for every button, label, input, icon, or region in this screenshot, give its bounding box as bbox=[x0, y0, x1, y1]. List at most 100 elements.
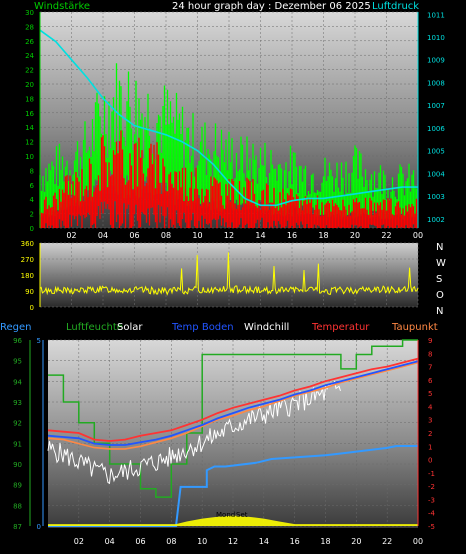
x-tick-label: 20 bbox=[351, 537, 361, 546]
pressure-tick-label: 1005 bbox=[427, 148, 445, 156]
legend-soil-temp: Temp Boden bbox=[171, 322, 234, 333]
pressure-tick-label: 1010 bbox=[427, 34, 445, 42]
temperature-tick-label: -4 bbox=[428, 510, 436, 518]
temperature-line bbox=[47, 357, 419, 442]
rain-line bbox=[48, 445, 418, 527]
temperature-tick-label: 7 bbox=[428, 364, 432, 372]
x-tick-label: 06 bbox=[129, 231, 139, 240]
compass-s: S bbox=[436, 274, 442, 285]
x-tick-label: 10 bbox=[197, 537, 207, 546]
wind-tick-label: 12 bbox=[25, 139, 34, 147]
x-tick-label: 18 bbox=[320, 537, 330, 546]
x-tick-label: 02 bbox=[74, 537, 84, 546]
wind-pressure-tick-labels: 0246810121416182022242628301002100310041… bbox=[25, 9, 445, 240]
temperature-tick-label: -2 bbox=[428, 483, 435, 491]
x-tick-label: 08 bbox=[161, 231, 171, 240]
x-tick-label: 16 bbox=[290, 537, 300, 546]
temperature-tick-label: 2 bbox=[428, 430, 432, 438]
humidity-tick-label: 94 bbox=[13, 378, 22, 386]
legend-rain: Regen bbox=[0, 322, 32, 333]
legend-solar: Solar bbox=[117, 322, 143, 333]
temperature-series bbox=[29, 339, 419, 527]
x-tick-label: 16 bbox=[287, 231, 297, 240]
moon-label: Mond bbox=[216, 511, 235, 519]
x-tick-label: 22 bbox=[381, 231, 391, 240]
temperature-tick-labels: 8788899091929394959605-5-4-3-2-101234567… bbox=[13, 337, 435, 546]
wind-direction-line bbox=[39, 252, 419, 296]
x-tick-label: 02 bbox=[66, 231, 76, 240]
humidity-line bbox=[48, 339, 418, 498]
x-tick-label: 12 bbox=[228, 537, 238, 546]
temperature-tick-label: 5 bbox=[428, 390, 432, 398]
dewpoint-line bbox=[47, 361, 419, 450]
pressure-line bbox=[39, 29, 418, 207]
legend-temperature: Temperatur bbox=[311, 322, 370, 333]
pressure-tick-label: 1003 bbox=[427, 193, 445, 201]
soil-temp-line bbox=[47, 360, 419, 446]
wind-tick-label: 10 bbox=[25, 153, 34, 161]
pressure-axis-label: Luftdruck bbox=[372, 1, 419, 12]
x-tick-label: 20 bbox=[350, 231, 360, 240]
direction-tick-label: 270 bbox=[21, 256, 34, 264]
wind-tick-label: 26 bbox=[25, 38, 34, 46]
compass-w: W bbox=[436, 258, 446, 269]
wind-tick-label: 30 bbox=[25, 9, 34, 17]
wind-tick-label: 20 bbox=[25, 81, 34, 89]
legend: Regen Luftfeuchte Solar Temp Boden Windc… bbox=[0, 322, 438, 333]
x-tick-label: 14 bbox=[259, 537, 269, 546]
x-tick-label: 10 bbox=[192, 231, 202, 240]
wind-direction-tick-labels: 0 90 180 270 360 bbox=[21, 240, 34, 312]
compass-labels: N W S O N bbox=[436, 242, 446, 317]
legend-dewpoint: Taupunkt bbox=[391, 322, 438, 333]
wind-tick-label: 6 bbox=[30, 182, 35, 190]
windchill-line bbox=[47, 380, 341, 485]
temperature-tick-label: -5 bbox=[428, 523, 435, 531]
direction-tick-label: 360 bbox=[21, 240, 34, 248]
humidity-tick-label: 92 bbox=[13, 420, 22, 428]
wind-tick-label: 18 bbox=[25, 95, 34, 103]
direction-tick-label: 90 bbox=[25, 288, 34, 296]
x-tick-label: 00 bbox=[413, 231, 423, 240]
pressure-tick-label: 1004 bbox=[427, 170, 445, 178]
temperature-tick-label: 3 bbox=[428, 417, 432, 425]
x-tick-label: 18 bbox=[318, 231, 328, 240]
pressure-tick-label: 1002 bbox=[427, 216, 445, 224]
temperature-tick-label: 1 bbox=[428, 443, 432, 451]
temperature-tick-label: 4 bbox=[428, 403, 433, 411]
wind-pressure-series bbox=[39, 12, 419, 228]
humidity-tick-label: 91 bbox=[13, 440, 22, 448]
rain-tick-label: 5 bbox=[37, 337, 41, 345]
pressure-tick-label: 1006 bbox=[427, 125, 445, 133]
wind-tick-label: 24 bbox=[25, 52, 34, 60]
humidity-tick-label: 95 bbox=[13, 358, 22, 366]
pressure-tick-label: 1007 bbox=[427, 102, 445, 110]
temperature-tick-label: -3 bbox=[428, 496, 435, 504]
x-tick-label: 22 bbox=[382, 537, 392, 546]
wind-direction-series bbox=[39, 243, 419, 307]
x-tick-label: 12 bbox=[224, 231, 234, 240]
direction-tick-label: 180 bbox=[21, 272, 34, 280]
x-tick-label: 04 bbox=[105, 537, 115, 546]
compass-o: O bbox=[436, 290, 444, 301]
wind-axis-label: Windstärke bbox=[34, 1, 90, 12]
rain-tick-label: 0 bbox=[37, 523, 41, 531]
wind-tick-label: 2 bbox=[30, 211, 34, 219]
wind-tick-label: 14 bbox=[25, 124, 34, 132]
temperature-tick-label: -1 bbox=[428, 470, 435, 478]
chart-title: 24 hour graph day : Dezember 06 2025 bbox=[172, 1, 371, 12]
humidity-tick-label: 96 bbox=[13, 337, 22, 345]
legend-humidity: Luftfeuchte bbox=[66, 322, 123, 333]
humidity-tick-label: 88 bbox=[13, 502, 22, 510]
x-tick-label: 08 bbox=[166, 537, 176, 546]
humidity-tick-label: 87 bbox=[13, 523, 22, 531]
wind-tick-label: 0 bbox=[30, 225, 34, 233]
wind-tick-label: 28 bbox=[25, 23, 34, 31]
solar-area bbox=[48, 515, 418, 526]
humidity-tick-label: 89 bbox=[13, 482, 22, 490]
wind-tick-label: 16 bbox=[25, 110, 34, 118]
direction-tick-label: 0 bbox=[30, 304, 34, 312]
temperature-tick-label: 6 bbox=[428, 377, 433, 385]
wind-tick-label: 4 bbox=[30, 196, 35, 204]
pressure-tick-label: 1008 bbox=[427, 79, 445, 87]
